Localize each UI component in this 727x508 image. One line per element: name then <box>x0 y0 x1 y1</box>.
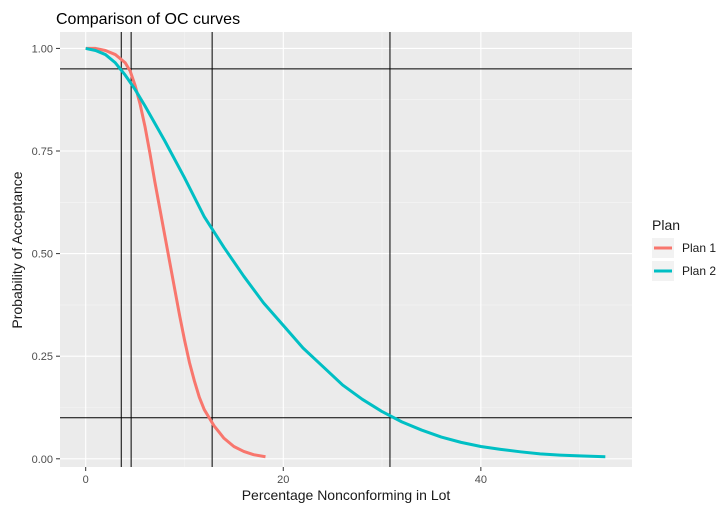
series-line-plan-2 <box>85 46 606 459</box>
y-tick-label: 0.25 <box>32 351 53 363</box>
y-tick-label: 0.50 <box>32 249 53 261</box>
legend-label-plan-2: Plan 2 <box>682 264 716 278</box>
x-tick-label: 20 <box>277 474 289 486</box>
chart-title: Comparison of OC curves <box>56 11 240 28</box>
minor-gridlines <box>60 32 632 467</box>
x-axis-ticks: 0 20 40 <box>83 467 487 486</box>
major-gridlines <box>60 32 632 467</box>
reference-lines <box>60 32 632 467</box>
legend-title: Plan <box>652 217 680 233</box>
plot-panel <box>60 32 632 467</box>
y-tick-label: 0.00 <box>32 454 53 466</box>
y-axis-title: Probability of Acceptance <box>9 171 25 328</box>
series-lines <box>85 46 606 459</box>
x-tick-label: 0 <box>83 474 89 486</box>
legend: Plan Plan 1 Plan 2 <box>652 217 716 281</box>
y-tick-label: 0.75 <box>32 146 53 158</box>
y-axis-ticks: 0.00 0.25 0.50 0.75 1.00 <box>32 43 60 466</box>
y-tick-label: 1.00 <box>32 43 53 55</box>
x-tick-label: 40 <box>475 474 487 486</box>
x-axis-title: Percentage Nonconforming in Lot <box>242 487 451 503</box>
series-line-plan-1 <box>85 46 266 459</box>
legend-label-plan-1: Plan 1 <box>682 241 716 255</box>
